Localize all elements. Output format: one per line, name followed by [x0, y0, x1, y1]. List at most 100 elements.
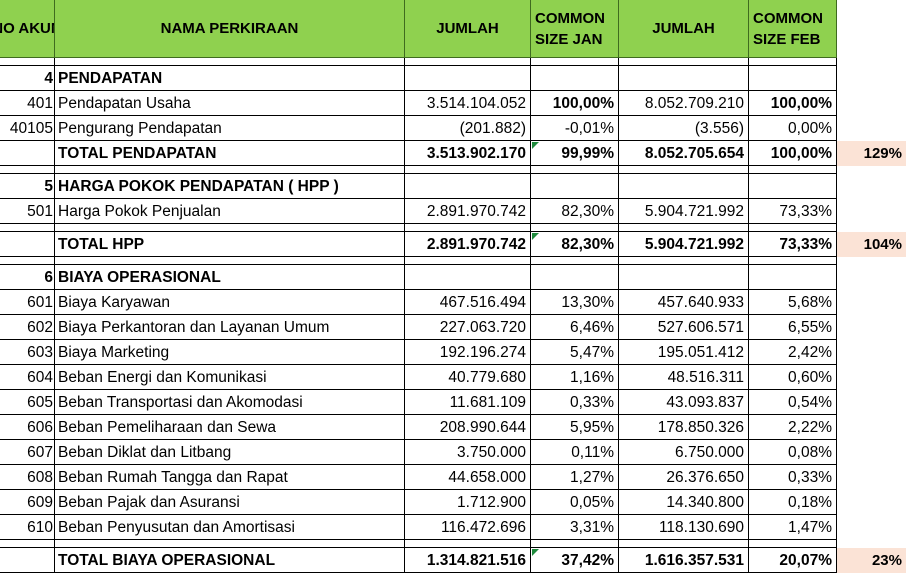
cell-no[interactable]: 401	[0, 91, 55, 116]
cell-csfeb[interactable]: 100,00%	[749, 91, 837, 116]
cell-csfeb[interactable]: 100,00%	[749, 141, 837, 166]
cell-jan[interactable]: 2.891.970.742	[405, 232, 531, 257]
cell-jan[interactable]: 40.779.680	[405, 365, 531, 390]
cell-name[interactable]	[55, 540, 405, 548]
cell-no[interactable]: 610	[0, 515, 55, 540]
cell-csjan[interactable]	[531, 540, 619, 548]
cell-no[interactable]	[0, 224, 55, 232]
cell-csfeb[interactable]: 0,54%	[749, 390, 837, 415]
cell-feb[interactable]: 5.904.721.992	[619, 199, 749, 224]
cell-jan[interactable]: 3.750.000	[405, 440, 531, 465]
cell-csfeb[interactable]: 73,33%	[749, 232, 837, 257]
cell-csjan[interactable]	[531, 166, 619, 174]
error-indicator-icon[interactable]	[532, 142, 539, 149]
cell-jan[interactable]: 3.514.104.052	[405, 91, 531, 116]
cell-no[interactable]	[0, 232, 55, 257]
cell-feb[interactable]	[619, 265, 749, 290]
cell-csfeb[interactable]: 0,60%	[749, 365, 837, 390]
cell-jan[interactable]: 467.516.494	[405, 290, 531, 315]
cell-csjan[interactable]	[531, 58, 619, 66]
cell-name[interactable]: PENDAPATAN	[55, 66, 405, 91]
cell-csjan[interactable]	[531, 66, 619, 91]
cell-csjan[interactable]: 37,42%	[531, 548, 619, 573]
cell-feb[interactable]	[619, 58, 749, 66]
cell-csfeb[interactable]: 5,68%	[749, 290, 837, 315]
cell-csjan[interactable]: 6,46%	[531, 315, 619, 340]
cell-no[interactable]: 4	[0, 66, 55, 91]
cell-feb[interactable]: 26.376.650	[619, 465, 749, 490]
cell-csjan[interactable]	[531, 265, 619, 290]
cell-feb[interactable]: 6.750.000	[619, 440, 749, 465]
cell-csfeb[interactable]: 0,00%	[749, 116, 837, 141]
cell-csjan[interactable]: 0,11%	[531, 440, 619, 465]
cell-name[interactable]: Pendapatan Usaha	[55, 91, 405, 116]
cell-csfeb[interactable]: 0,33%	[749, 465, 837, 490]
cell-jan[interactable]	[405, 58, 531, 66]
ratio-cell[interactable]: 104%	[837, 232, 906, 257]
cell-csfeb[interactable]	[749, 174, 837, 199]
header-common-size-feb[interactable]: COMMON SIZE FEB	[749, 0, 837, 58]
cell-jan[interactable]: 116.472.696	[405, 515, 531, 540]
cell-jan[interactable]	[405, 257, 531, 265]
cell-csfeb[interactable]: 0,18%	[749, 490, 837, 515]
cell-csjan[interactable]: 5,47%	[531, 340, 619, 365]
cell-no[interactable]	[0, 141, 55, 166]
cell-no[interactable]	[0, 548, 55, 573]
cell-csjan[interactable]: 100,00%	[531, 91, 619, 116]
cell-csfeb[interactable]: 6,55%	[749, 315, 837, 340]
cell-feb[interactable]: (3.556)	[619, 116, 749, 141]
cell-no[interactable]: 5	[0, 174, 55, 199]
cell-feb[interactable]: 178.850.326	[619, 415, 749, 440]
cell-name[interactable]: Beban Pemeliharaan dan Sewa	[55, 415, 405, 440]
cell-feb[interactable]: 457.640.933	[619, 290, 749, 315]
cell-csjan[interactable]	[531, 257, 619, 265]
error-indicator-icon[interactable]	[532, 549, 539, 556]
cell-name[interactable]: Biaya Marketing	[55, 340, 405, 365]
cell-feb[interactable]: 5.904.721.992	[619, 232, 749, 257]
cell-feb[interactable]	[619, 257, 749, 265]
cell-name[interactable]: Biaya Perkantoran dan Layanan Umum	[55, 315, 405, 340]
cell-jan[interactable]	[405, 174, 531, 199]
cell-feb[interactable]	[619, 174, 749, 199]
cell-jan[interactable]	[405, 265, 531, 290]
cell-csfeb[interactable]: 2,42%	[749, 340, 837, 365]
cell-name[interactable]: HARGA POKOK PENDAPATAN ( HPP )	[55, 174, 405, 199]
cell-no[interactable]: 601	[0, 290, 55, 315]
cell-name[interactable]	[55, 257, 405, 265]
cell-csjan[interactable]: 1,27%	[531, 465, 619, 490]
cell-csjan[interactable]	[531, 224, 619, 232]
cell-feb[interactable]	[619, 166, 749, 174]
cell-feb[interactable]: 8.052.709.210	[619, 91, 749, 116]
cell-jan[interactable]	[405, 224, 531, 232]
cell-jan[interactable]: 208.990.644	[405, 415, 531, 440]
cell-jan[interactable]: 1.314.821.516	[405, 548, 531, 573]
cell-no[interactable]: 501	[0, 199, 55, 224]
cell-csjan[interactable]: 5,95%	[531, 415, 619, 440]
cell-csfeb[interactable]	[749, 257, 837, 265]
cell-feb[interactable]	[619, 540, 749, 548]
cell-feb[interactable]: 118.130.690	[619, 515, 749, 540]
cell-csfeb[interactable]	[749, 58, 837, 66]
cell-name[interactable]: TOTAL HPP	[55, 232, 405, 257]
cell-feb[interactable]: 43.093.837	[619, 390, 749, 415]
cell-no[interactable]: 602	[0, 315, 55, 340]
cell-name[interactable]: TOTAL PENDAPATAN	[55, 141, 405, 166]
cell-name[interactable]: Beban Transportasi dan Akomodasi	[55, 390, 405, 415]
cell-feb[interactable]: 527.606.571	[619, 315, 749, 340]
cell-csjan[interactable]: 0,33%	[531, 390, 619, 415]
cell-no[interactable]: 607	[0, 440, 55, 465]
cell-no[interactable]: 6	[0, 265, 55, 290]
cell-no[interactable]: 605	[0, 390, 55, 415]
cell-jan[interactable]: 192.196.274	[405, 340, 531, 365]
cell-name[interactable]: Beban Diklat dan Litbang	[55, 440, 405, 465]
cell-csjan[interactable]: 13,30%	[531, 290, 619, 315]
cell-name[interactable]: Biaya Karyawan	[55, 290, 405, 315]
header-jumlah-jan[interactable]: JUMLAH	[405, 0, 531, 58]
cell-no[interactable]	[0, 166, 55, 174]
cell-csjan[interactable]: 0,05%	[531, 490, 619, 515]
cell-jan[interactable]: 44.658.000	[405, 465, 531, 490]
cell-csjan[interactable]: 99,99%	[531, 141, 619, 166]
cell-feb[interactable]: 48.516.311	[619, 365, 749, 390]
cell-name[interactable]: Beban Rumah Tangga dan Rapat	[55, 465, 405, 490]
